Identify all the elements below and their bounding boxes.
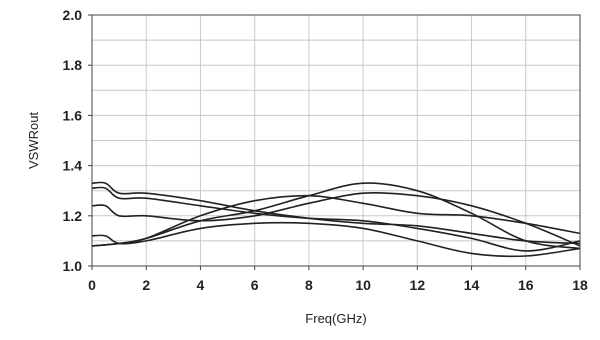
x-tick-label: 4 [197, 277, 205, 293]
x-tick-label: 10 [355, 277, 371, 293]
y-tick-label: 1.6 [63, 107, 83, 123]
y-axis-label: VSWRout [26, 112, 41, 169]
y-tick-label: 1.4 [63, 158, 83, 174]
x-tick-label: 2 [142, 277, 150, 293]
series-line-1 [91, 181, 581, 245]
series-layer [91, 181, 581, 258]
y-tick-label: 2.0 [63, 7, 83, 23]
y-tick-label: 1.0 [63, 258, 83, 274]
x-tick-label: 6 [251, 277, 259, 293]
series-line-2 [91, 186, 581, 252]
y-tick-label: 1.2 [63, 208, 83, 224]
x-tick-label: 12 [410, 277, 426, 293]
x-tick-label: 18 [572, 277, 588, 293]
tick-layer: 0 2 4 6 8 10 12 14 16 18 1.0 1.2 1.4 1.6 1.8 2.0 [63, 7, 588, 293]
x-tick-label: 8 [305, 277, 313, 293]
x-axis-label: Freq(GHz) [305, 311, 366, 326]
x-tick-label: 14 [464, 277, 480, 293]
plot-frame [91, 14, 581, 267]
x-tick-label: 0 [88, 277, 96, 293]
series-line-6 [91, 221, 581, 258]
x-tick-label: 16 [518, 277, 534, 293]
y-tick-label: 1.8 [63, 57, 83, 73]
grid-layer [92, 15, 580, 266]
series-line-3 [91, 191, 581, 247]
series-line-5 [91, 194, 581, 247]
